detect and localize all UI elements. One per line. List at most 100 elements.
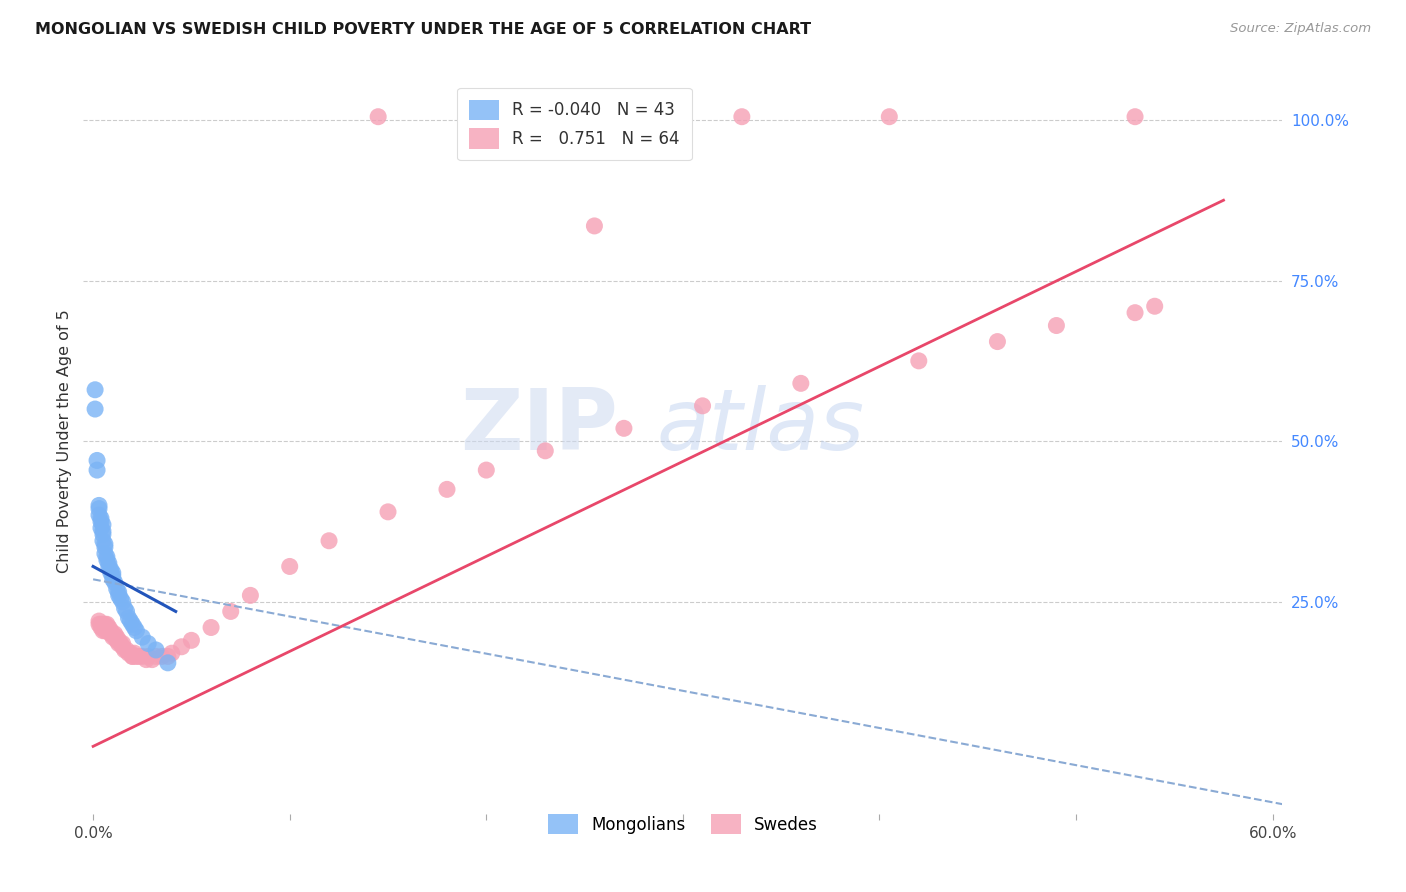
Point xyxy=(125,649,148,664)
Point xyxy=(110,591,132,606)
Point xyxy=(87,508,110,522)
Point xyxy=(96,617,118,632)
Point xyxy=(97,624,120,638)
Point xyxy=(136,649,159,664)
Point xyxy=(367,110,389,124)
Point xyxy=(87,617,110,632)
Text: Source: ZipAtlas.com: Source: ZipAtlas.com xyxy=(1230,22,1371,36)
Point xyxy=(124,620,146,634)
Point xyxy=(131,630,153,644)
Point xyxy=(135,652,157,666)
Point xyxy=(1123,306,1146,320)
Point xyxy=(87,501,110,516)
Point xyxy=(879,110,901,124)
Point xyxy=(101,569,124,583)
Point xyxy=(125,624,148,638)
Point xyxy=(121,617,143,632)
Point xyxy=(219,604,242,618)
Point xyxy=(117,611,139,625)
Point xyxy=(141,652,163,666)
Point xyxy=(104,627,127,641)
Point xyxy=(94,624,117,638)
Point xyxy=(124,646,146,660)
Point xyxy=(120,646,142,660)
Point xyxy=(121,649,143,664)
Point xyxy=(96,624,118,638)
Point xyxy=(101,630,124,644)
Legend: Mongolians, Swedes: Mongolians, Swedes xyxy=(540,805,827,843)
Point xyxy=(100,624,122,638)
Point xyxy=(90,511,112,525)
Point xyxy=(97,620,120,634)
Point xyxy=(100,627,122,641)
Point xyxy=(94,540,117,554)
Point xyxy=(114,601,136,615)
Point xyxy=(145,649,167,664)
Point xyxy=(96,549,118,564)
Point xyxy=(170,640,193,654)
Point xyxy=(583,219,606,233)
Point xyxy=(115,643,138,657)
Point xyxy=(96,620,118,634)
Point xyxy=(84,383,107,397)
Point xyxy=(91,624,114,638)
Point xyxy=(111,636,134,650)
Point xyxy=(96,553,118,567)
Point xyxy=(160,646,183,660)
Point xyxy=(87,614,110,628)
Point xyxy=(104,575,127,590)
Point xyxy=(318,533,340,548)
Point xyxy=(107,588,129,602)
Point xyxy=(94,537,117,551)
Point xyxy=(986,334,1008,349)
Point xyxy=(127,649,149,664)
Point xyxy=(110,636,132,650)
Point xyxy=(105,630,128,644)
Point xyxy=(692,399,714,413)
Point xyxy=(86,453,108,467)
Point xyxy=(94,547,117,561)
Point xyxy=(790,376,813,391)
Point xyxy=(145,643,167,657)
Point xyxy=(91,527,114,541)
Point xyxy=(90,521,112,535)
Point xyxy=(91,524,114,538)
Point xyxy=(94,617,117,632)
Point xyxy=(100,566,122,580)
Point xyxy=(278,559,301,574)
Point xyxy=(91,533,114,548)
Point xyxy=(239,588,262,602)
Point xyxy=(105,582,128,596)
Point xyxy=(90,617,112,632)
Point xyxy=(436,483,458,497)
Point xyxy=(150,649,173,664)
Point xyxy=(120,614,142,628)
Point xyxy=(91,617,114,632)
Point xyxy=(180,633,202,648)
Text: atlas: atlas xyxy=(657,384,865,467)
Point xyxy=(84,402,107,417)
Point xyxy=(91,517,114,532)
Point xyxy=(377,505,399,519)
Point xyxy=(100,563,122,577)
Point xyxy=(1143,299,1166,313)
Point xyxy=(115,604,138,618)
Point xyxy=(564,110,586,124)
Point xyxy=(136,636,159,650)
Point xyxy=(101,566,124,580)
Point xyxy=(907,354,929,368)
Point xyxy=(97,559,120,574)
Point xyxy=(111,640,134,654)
Point xyxy=(111,595,134,609)
Point xyxy=(90,620,112,634)
Point xyxy=(1123,110,1146,124)
Point xyxy=(114,643,136,657)
Point xyxy=(475,463,498,477)
Point xyxy=(613,421,636,435)
Text: ZIP: ZIP xyxy=(460,384,617,467)
Point xyxy=(101,572,124,586)
Point xyxy=(97,556,120,570)
Point xyxy=(117,646,139,660)
Text: MONGOLIAN VS SWEDISH CHILD POVERTY UNDER THE AGE OF 5 CORRELATION CHART: MONGOLIAN VS SWEDISH CHILD POVERTY UNDER… xyxy=(35,22,811,37)
Point xyxy=(156,649,179,664)
